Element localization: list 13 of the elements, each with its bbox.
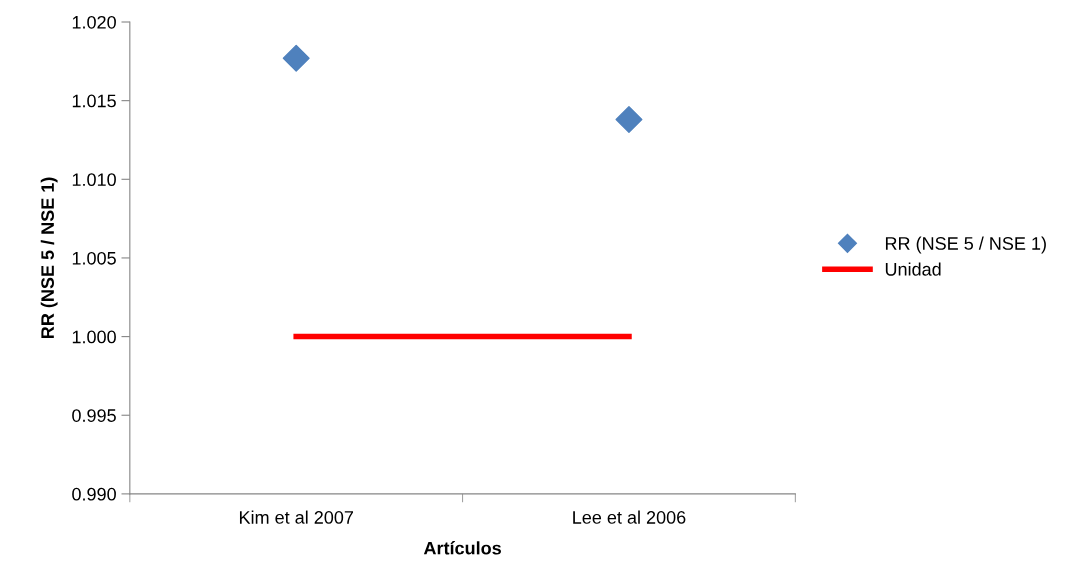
legend-label: Unidad — [885, 262, 941, 276]
x-tick-label: Lee et al 2006 — [573, 510, 686, 524]
y-tick-label: 1.010 — [72, 173, 116, 187]
x-axis-title: Artículos — [423, 541, 501, 555]
y-axis-title: RR (NSE 5 / NSE 1) — [40, 177, 58, 338]
y-tick-label: 1.005 — [72, 251, 116, 265]
y-tick-label: 1.000 — [72, 330, 116, 344]
x-tick-label: Kim et al 2007 — [239, 510, 354, 524]
y-tick-label: 1.020 — [72, 15, 116, 29]
y-tick-label: 0.995 — [72, 409, 116, 422]
legend-label: RR (NSE 5 / NSE 1) — [885, 236, 1046, 254]
y-tick-label: 1.015 — [72, 94, 116, 108]
y-tick-label: 0.990 — [72, 487, 116, 501]
